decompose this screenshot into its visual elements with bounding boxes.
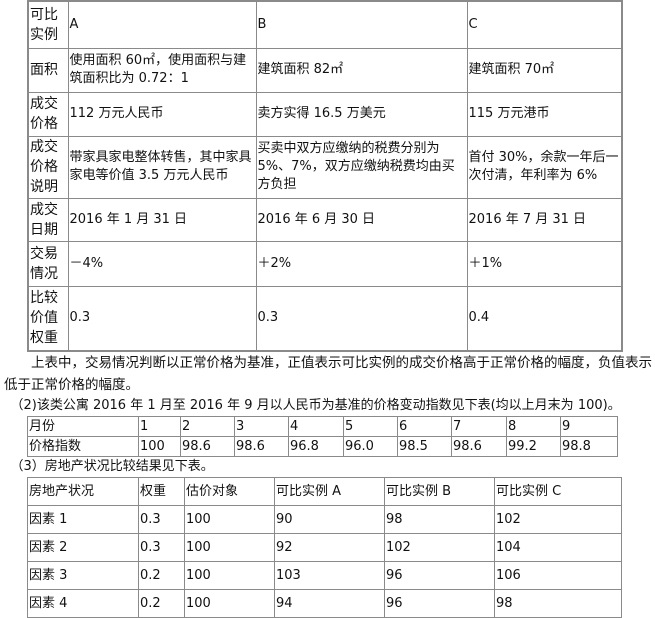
table-row: 因素 4 0.2 100 94 96 98 [27, 589, 622, 618]
row-header-cell: 因素 4 [27, 589, 139, 618]
table-cell: 92 [274, 533, 385, 562]
row-header-cell: 因素 1 [27, 505, 139, 534]
row-header-cell: 因素 3 [27, 561, 139, 590]
table-cell: 6 [397, 416, 452, 437]
table-cell: 100 [184, 561, 275, 590]
table-cell: 0.2 [138, 561, 185, 590]
price-index-table: 月份 1 2 3 4 5 6 7 8 9 价格指数 100 98.6 98.6 96.8 96.0 98.5 98… [27, 416, 618, 457]
table-cell: 4 [288, 416, 344, 437]
table-cell: 2 [180, 416, 235, 437]
row-header-cell: 面积 [27, 47, 69, 93]
table-cell: 94 [274, 589, 385, 618]
table-cell: 首付 30%，余款一年后一次付清，年利率为 6% [466, 135, 623, 199]
table-row: 成交价格说明 带家具家电整体转售，其中家具家电等价值 3.5 万元人民币 买卖中双方… [27, 135, 623, 199]
table-cell: 2016 年 7 月 31 日 [466, 197, 623, 242]
row-header-cell: 房地产状况 [27, 477, 139, 506]
table-cell: 0.4 [466, 285, 623, 352]
row-header-cell: 交易情况 [27, 240, 69, 287]
table-cell: 权重 [138, 477, 185, 506]
table-cell: 99.2 [506, 436, 561, 457]
row-header-cell: 比较价值权重 [27, 285, 69, 352]
row-header-cell: 可比实例 [27, 0, 69, 49]
table-cell: 买卖中双方应缴纳的税费分别为 5%、7%，双方应缴纳税费均由买方负担 [255, 135, 468, 199]
table-cell: 90 [274, 505, 385, 534]
note-transaction-condition: 上表中，交易情况判断以正常价格为基准，正值表示可比实例的成交价格高于正常价格的幅… [4, 355, 652, 393]
row-header-cell: 价格指数 [27, 436, 139, 457]
table-cell: 98 [494, 589, 622, 618]
table-cell: 100 [184, 505, 275, 534]
table-row: 可比实例 A B C [27, 0, 623, 49]
table-cell: ＋2% [255, 240, 468, 287]
table-cell: 112 万元人民币 [67, 91, 257, 137]
table-cell: 0.3 [138, 533, 185, 562]
table-cell: 103 [274, 561, 385, 590]
table-cell: 104 [494, 533, 622, 562]
table-cell: 2016 年 1 月 31 日 [67, 197, 257, 242]
table-cell: 98.6 [234, 436, 289, 457]
row-header-cell: 月份 [27, 416, 139, 437]
table-cell: 0.3 [255, 285, 468, 352]
table-cell: 可比实例 A [274, 477, 385, 506]
table-cell: 100 [184, 589, 275, 618]
table-cell: 7 [451, 416, 507, 437]
row-header-cell: 因素 2 [27, 533, 139, 562]
table-cell: 100 [184, 533, 275, 562]
table-cell: 卖方实得 16.5 万美元 [255, 91, 468, 137]
table-cell: 0.2 [138, 589, 185, 618]
table-cell: 96 [384, 561, 495, 590]
table-cell: 2016 年 6 月 30 日 [255, 197, 468, 242]
table-row: 比较价值权重 0.3 0.3 0.4 [27, 285, 623, 352]
table-cell: 8 [506, 416, 561, 437]
table-cell: 9 [560, 416, 618, 437]
table-cell: A [67, 0, 257, 49]
table-cell: 98.8 [560, 436, 618, 457]
note-property-condition: （3）房地产状况比较结果见下表。 [4, 459, 214, 474]
table-row: 成交日期 2016 年 1 月 31 日 2016 年 6 月 30 日 2016 年… [27, 197, 623, 242]
table-cell: 建筑面积 82㎡ [255, 47, 468, 93]
table-cell: 1 [138, 416, 181, 437]
table-cell: 96.8 [288, 436, 344, 457]
table-cell: 3 [234, 416, 289, 437]
table-cell: 使用面积 60㎡，使用面积与建筑面积比为 0.72：1 [67, 47, 257, 93]
table-cell: 建筑面积 70㎡ [466, 47, 623, 93]
table-cell: 可比实例 B [384, 477, 495, 506]
row-header-cell: 成交日期 [27, 197, 69, 242]
row-header-cell: 成交价格说明 [27, 135, 69, 199]
table-cell: B [255, 0, 468, 49]
table-cell: 估价对象 [184, 477, 275, 506]
table-cell: 96 [384, 589, 495, 618]
table-cell: 5 [343, 416, 398, 437]
table-cell: 100 [138, 436, 181, 457]
table-cell: －4% [67, 240, 257, 287]
row-header-cell: 成交价格 [27, 91, 69, 137]
note-price-index: （2)该类公寓 2016 年 1 月至 2016 年 9 月以人民币为基准的价格… [4, 398, 621, 413]
table-cell: 98.6 [180, 436, 235, 457]
table-cell: 115 万元港币 [466, 91, 623, 137]
table-row: 月份 1 2 3 4 5 6 7 8 9 [27, 416, 618, 437]
table-row: 面积 使用面积 60㎡，使用面积与建筑面积比为 0.72：1 建筑面积 82㎡ 建筑面… [27, 47, 623, 93]
table-cell: 102 [384, 533, 495, 562]
table-cell: 106 [494, 561, 622, 590]
comparable-cases-table: 可比实例 A B C 面积 使用面积 60㎡，使用面积与建筑面积比为 0.72：1 建筑面积… [27, 0, 623, 352]
table-row: 房地产状况 权重 估价对象 可比实例 A 可比实例 B 可比实例 C [27, 477, 622, 506]
table-cell: C [466, 0, 623, 49]
table-row: 因素 1 0.3 100 90 98 102 [27, 505, 622, 534]
table-cell: 带家具家电整体转售，其中家具家电等价值 3.5 万元人民币 [67, 135, 257, 199]
table-row: 交易情况 －4% ＋2% ＋1% [27, 240, 623, 287]
table-cell: 0.3 [138, 505, 185, 534]
property-condition-table: 房地产状况 权重 估价对象 可比实例 A 可比实例 B 可比实例 C 因素 1 0.3 100 9… [27, 477, 622, 618]
table-row: 成交价格 112 万元人民币 卖方实得 16.5 万美元 115 万元港币 [27, 91, 623, 137]
table-row: 因素 2 0.3 100 92 102 104 [27, 533, 622, 562]
table-cell: 98.5 [397, 436, 452, 457]
table-cell: 102 [494, 505, 622, 534]
table-cell: 0.3 [67, 285, 257, 352]
table-cell: 96.0 [343, 436, 398, 457]
table-row: 价格指数 100 98.6 98.6 96.8 96.0 98.5 98.6 99.2 98.8 [27, 436, 618, 457]
table-cell: 98 [384, 505, 495, 534]
table-row: 因素 3 0.2 100 103 96 106 [27, 561, 622, 590]
table-cell: 可比实例 C [494, 477, 622, 506]
table-cell: 98.6 [451, 436, 507, 457]
table-cell: ＋1% [466, 240, 623, 287]
